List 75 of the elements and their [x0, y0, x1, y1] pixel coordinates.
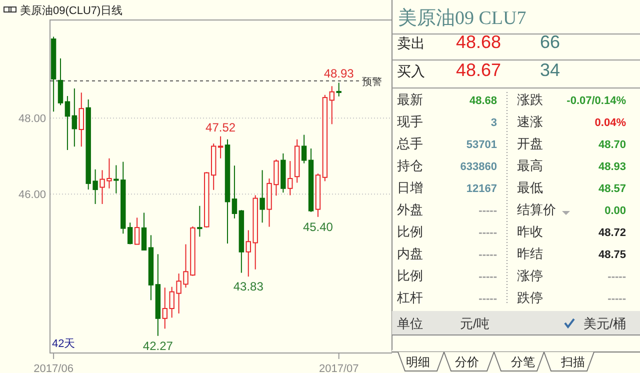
text: 外盘	[397, 202, 423, 217]
text: 明细	[406, 355, 430, 369]
text: 48.70	[598, 139, 626, 151]
text: 48.68	[469, 95, 497, 107]
candlestick	[72, 88, 78, 148]
y-tick-label: 46.00	[18, 188, 46, 201]
text: 48.93	[598, 161, 626, 173]
text: 单位	[397, 316, 423, 331]
text: 日增	[397, 180, 423, 195]
text: 涨停	[517, 268, 543, 283]
text: -----	[608, 293, 626, 305]
ref-line-label: 预警	[362, 76, 382, 88]
y-tick-label: 48.00	[18, 112, 46, 125]
text: 66	[540, 32, 560, 52]
text: 美元/桶	[583, 316, 626, 331]
annotation: 45.40	[302, 220, 334, 234]
text: 比例	[397, 224, 423, 239]
text: 昨结	[517, 246, 543, 261]
text: 34	[540, 60, 560, 80]
chart-title: 美原油09(CLU7)日线	[20, 4, 123, 17]
text: 分价	[455, 355, 479, 369]
text: 3	[490, 117, 497, 129]
text: 速涨	[517, 114, 543, 129]
text: 杠杆	[396, 290, 423, 305]
text: -----	[478, 205, 498, 217]
text: -----	[478, 249, 498, 261]
text: 48.72	[598, 227, 626, 239]
annotation: 48.93	[324, 66, 354, 81]
text: 48.57	[598, 183, 626, 195]
x-tick-label: 2017/06	[34, 362, 74, 373]
annotation: 43.83	[233, 280, 264, 294]
text: 卖出	[397, 35, 425, 51]
text: 48.75	[598, 249, 626, 261]
text: 结算价	[517, 202, 556, 217]
text: -----	[608, 271, 626, 283]
candlestick	[260, 170, 265, 224]
candlestick	[218, 136, 224, 159]
candlestick	[148, 234, 154, 301]
text: 持仓	[397, 158, 423, 173]
candlestick	[232, 165, 238, 219]
text: 内盘	[397, 246, 423, 261]
text: 昨收	[517, 224, 543, 239]
text: 总手	[396, 136, 423, 151]
annotation: 42天	[52, 338, 76, 350]
text: 涨跌	[517, 92, 543, 107]
text: 扫描	[560, 355, 585, 369]
text: 买入	[397, 63, 425, 79]
text: 53701	[466, 139, 497, 151]
text: -----	[478, 227, 498, 239]
x-tick-label: 2017/07	[318, 362, 359, 373]
text: 元/吨	[460, 316, 490, 331]
candlestick	[329, 86, 334, 125]
text: 12167	[466, 183, 497, 195]
annotation: 47.52	[206, 120, 236, 134]
text: 开盘	[517, 136, 543, 151]
text: -----	[478, 293, 498, 305]
candlestick	[78, 92, 84, 148]
text: 现手	[397, 114, 423, 129]
text: 48.67	[456, 60, 502, 80]
annotation: 42.27	[142, 338, 174, 353]
text: 48.68	[456, 32, 502, 52]
text: -----	[478, 271, 498, 283]
text: 0.00	[604, 205, 626, 217]
text: 最新	[397, 92, 423, 107]
text: -0.07/0.14%	[566, 95, 626, 107]
candlestick	[155, 254, 161, 336]
text: 最低	[517, 180, 543, 195]
text: 0.04%	[594, 117, 626, 129]
text: 633860	[460, 161, 497, 173]
text: 跌停	[517, 290, 543, 305]
text: 分笔	[511, 355, 535, 369]
text: 最高	[517, 158, 543, 173]
candlestick	[197, 205, 202, 238]
text: 美原油09 CLU7	[398, 7, 526, 29]
text: 比例	[397, 268, 423, 283]
